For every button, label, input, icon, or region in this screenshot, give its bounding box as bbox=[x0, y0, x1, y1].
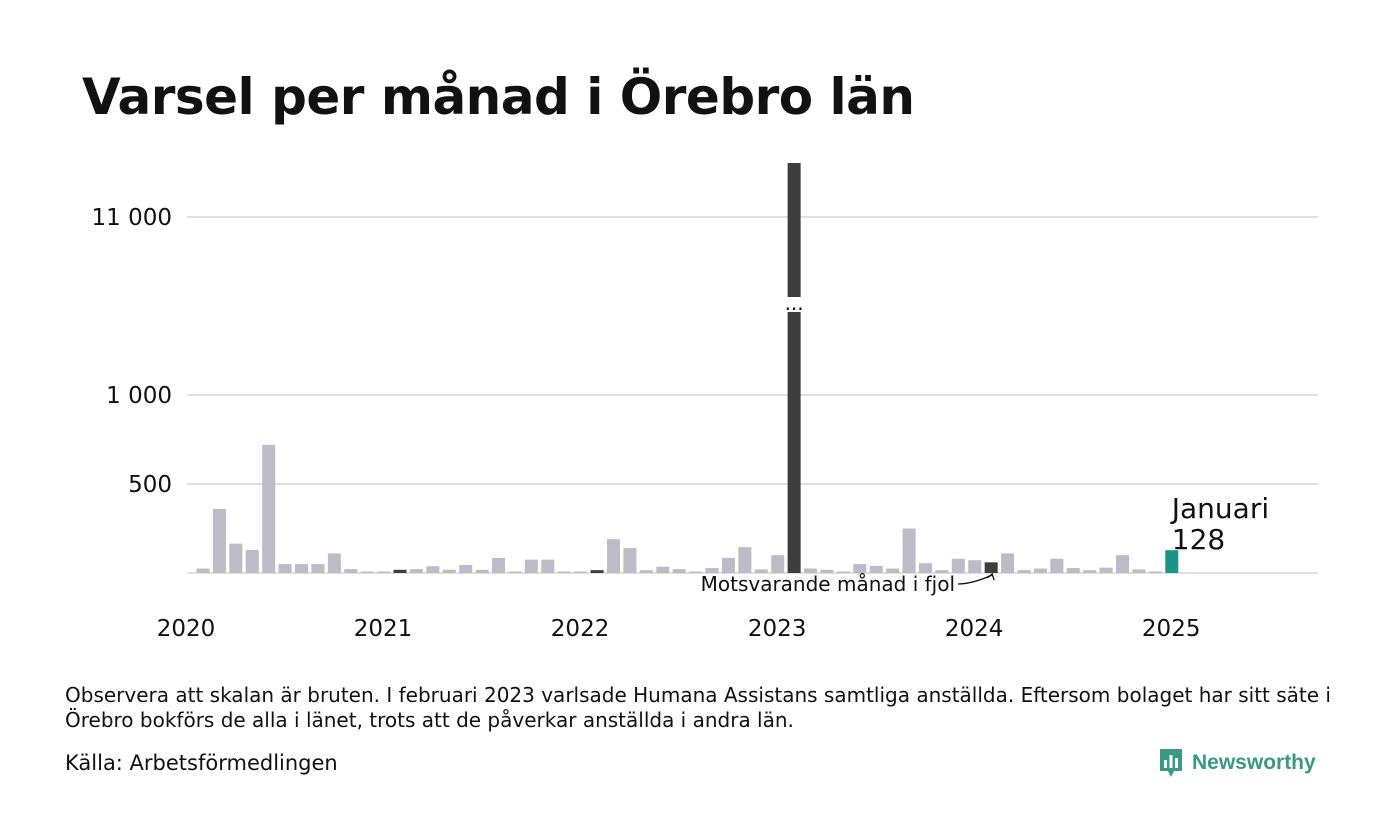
bar bbox=[1148, 571, 1162, 573]
bar bbox=[918, 563, 932, 573]
bar bbox=[1050, 558, 1064, 573]
bar bbox=[459, 564, 473, 573]
bar bbox=[902, 528, 916, 573]
bar bbox=[1001, 553, 1015, 573]
axis-break-gap bbox=[779, 297, 810, 312]
bar bbox=[1099, 567, 1113, 573]
bar bbox=[672, 569, 686, 573]
bar bbox=[196, 568, 210, 573]
chart-title: Varsel per månad i Örebro län bbox=[82, 68, 915, 126]
source-note: Källa: Arbetsförmedlingen bbox=[65, 751, 338, 775]
bar bbox=[738, 547, 752, 573]
x-tick-label: 2025 bbox=[1142, 616, 1201, 642]
bar bbox=[278, 564, 292, 573]
bar bbox=[804, 568, 818, 573]
bar bbox=[1132, 569, 1146, 573]
bar bbox=[1017, 570, 1031, 573]
bar bbox=[475, 569, 489, 573]
x-tick-label: 2022 bbox=[551, 616, 610, 642]
bar bbox=[1116, 555, 1130, 573]
bar bbox=[623, 548, 637, 573]
y-tick-labels: 500 1 000 11 000 bbox=[92, 205, 172, 498]
highlight-value-label: 128 bbox=[1172, 523, 1225, 556]
bar bbox=[327, 553, 341, 573]
bar bbox=[836, 571, 850, 573]
x-tick-label: 2023 bbox=[748, 616, 807, 642]
bar bbox=[853, 564, 867, 573]
bars bbox=[196, 163, 1179, 573]
bar bbox=[1033, 568, 1047, 573]
bar bbox=[820, 569, 834, 573]
y-tick-label: 11 000 bbox=[92, 205, 172, 231]
bar bbox=[426, 566, 440, 573]
bar bbox=[409, 569, 423, 573]
bar bbox=[492, 557, 506, 573]
bar bbox=[442, 569, 456, 573]
bar bbox=[212, 508, 226, 573]
bar bbox=[639, 570, 653, 573]
prior-year-bar bbox=[787, 163, 801, 573]
bar bbox=[245, 549, 259, 573]
bar bbox=[229, 543, 243, 573]
y-tick-label: 500 bbox=[128, 472, 172, 498]
bar bbox=[311, 564, 325, 573]
prior-year-bar bbox=[984, 562, 998, 573]
x-tick-label: 2020 bbox=[157, 616, 216, 642]
bar bbox=[607, 539, 620, 573]
bar bbox=[295, 564, 309, 573]
prior-year-bar bbox=[590, 570, 604, 573]
prior-year-bar bbox=[393, 569, 407, 573]
bar bbox=[754, 569, 768, 573]
bar bbox=[508, 571, 522, 573]
bar bbox=[344, 569, 358, 573]
grid-lines bbox=[187, 216, 1318, 574]
brand-name: Newsworthy bbox=[1192, 751, 1316, 774]
bar bbox=[935, 570, 949, 573]
bar bbox=[1066, 568, 1080, 573]
x-tick-label: 2021 bbox=[354, 616, 413, 642]
bar bbox=[262, 444, 276, 573]
bar-chart-speech-icon bbox=[1160, 749, 1182, 777]
bar bbox=[951, 558, 965, 573]
bar bbox=[541, 559, 555, 573]
bar bbox=[557, 571, 571, 573]
newsworthy-logo: Newsworthy bbox=[1158, 747, 1316, 779]
bar bbox=[524, 559, 538, 573]
annotation-arrow-head bbox=[986, 572, 995, 581]
bar bbox=[377, 571, 391, 573]
annotation-arrow bbox=[957, 574, 993, 585]
bar bbox=[360, 571, 374, 573]
bar bbox=[771, 555, 785, 573]
bar bbox=[689, 571, 703, 573]
bar bbox=[705, 568, 719, 573]
x-tick-label: 2024 bbox=[945, 616, 1004, 642]
bar bbox=[656, 566, 670, 573]
bar bbox=[1083, 570, 1097, 573]
x-tick-labels: 2020 2021 2022 2023 2024 2025 bbox=[157, 616, 1201, 642]
bar bbox=[574, 571, 588, 573]
bar bbox=[886, 568, 900, 573]
bar bbox=[968, 560, 982, 573]
highlight-month-label: Januari bbox=[1170, 492, 1269, 525]
prior-year-annotation: Motsvarande månad i fjol bbox=[701, 572, 955, 596]
bar bbox=[721, 557, 735, 573]
axis-break-marker: ... bbox=[785, 291, 804, 315]
axis-break: ... bbox=[779, 291, 810, 315]
bar bbox=[869, 565, 883, 573]
highlight-bar bbox=[1165, 550, 1179, 573]
y-tick-label: 1 000 bbox=[106, 383, 172, 409]
footnote: Observera att skalan är bruten. I februa… bbox=[65, 683, 1331, 732]
